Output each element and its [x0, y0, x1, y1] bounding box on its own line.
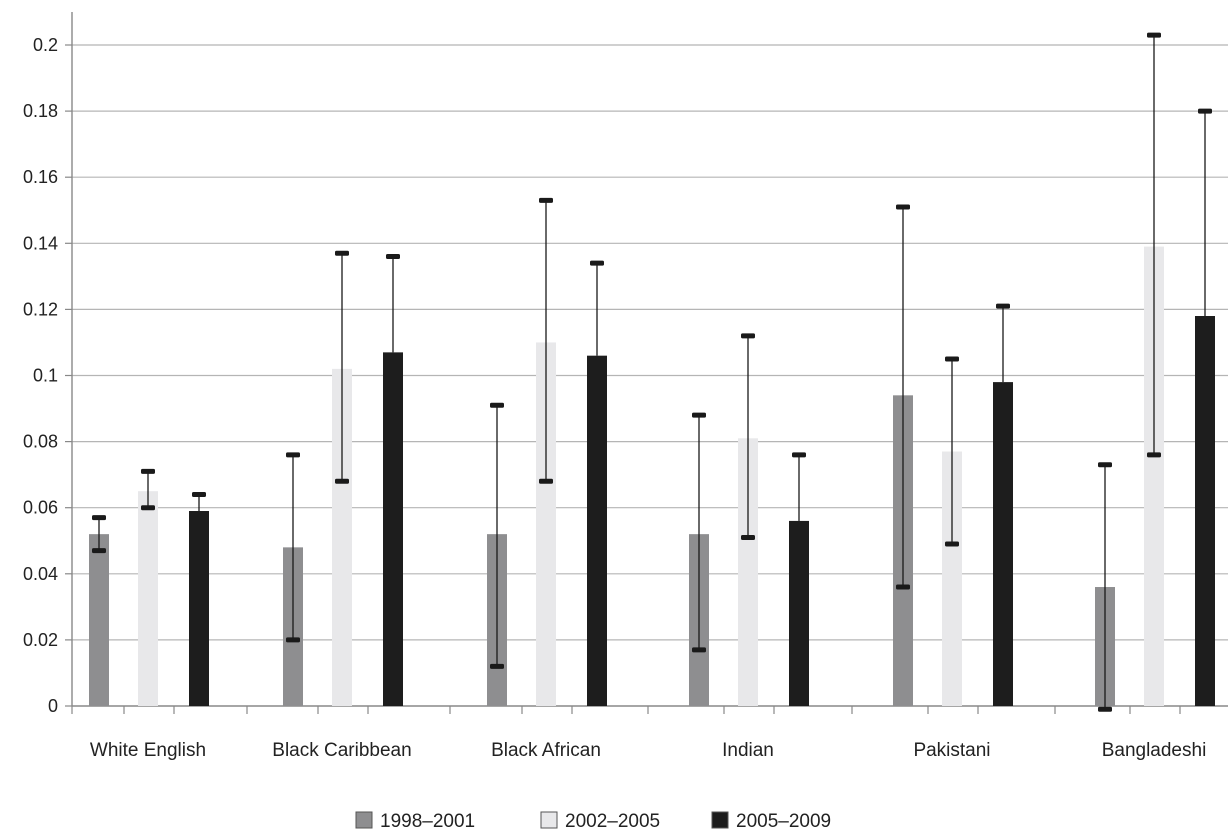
legend-swatch: [355, 811, 373, 829]
x-category-label: Pakistani: [913, 740, 990, 761]
y-tick-label: 0.1: [33, 366, 58, 386]
legend-swatch: [540, 811, 558, 829]
x-category-label: Black Caribbean: [272, 740, 411, 761]
legend-label: 1998–2001: [380, 811, 475, 832]
axes: [65, 12, 1228, 714]
y-tick-label: 0.2: [33, 35, 58, 55]
bar: [138, 491, 158, 706]
error-bar-cap-high: [792, 452, 806, 458]
error-bar-cap-low: [945, 541, 959, 547]
error-bar-cap-high: [286, 452, 300, 458]
error-bar-cap-high: [741, 333, 755, 339]
error-bar-cap-low: [692, 647, 706, 653]
y-tick-label: 0.02: [23, 630, 58, 650]
bar: [332, 368, 352, 706]
bars: [89, 246, 1215, 707]
error-bar-cap-high: [1098, 462, 1112, 468]
error-bar-cap-high: [141, 468, 155, 474]
x-category-label: Black African: [491, 740, 601, 761]
error-bar-cap-low: [490, 663, 504, 669]
error-bar-cap-high: [945, 356, 959, 362]
legend: 1998–2001 2002–2005 2005–2009: [355, 811, 831, 832]
error-bar-cap-high: [996, 303, 1010, 309]
error-bar-cap-low: [335, 478, 349, 484]
error-bar-cap-low: [741, 534, 755, 540]
bar: [738, 438, 758, 706]
legend-label: 2002–2005: [565, 811, 660, 832]
bar: [993, 382, 1013, 706]
error-bar-cap-high: [490, 402, 504, 408]
bar: [587, 355, 607, 706]
bar: [1144, 246, 1164, 707]
error-bar-cap-low: [539, 478, 553, 484]
y-tick-label: 0.14: [23, 233, 58, 253]
legend-label: 2005–2009: [736, 811, 831, 832]
y-tick-label: 0.08: [23, 432, 58, 452]
error-bar-cap-high: [692, 412, 706, 418]
error-bar-cap-low: [1098, 706, 1112, 712]
bar: [789, 520, 809, 706]
x-category-label: Bangladeshi: [1102, 740, 1207, 761]
error-bar-cap-low: [896, 584, 910, 590]
error-bar-cap-high: [386, 254, 400, 260]
y-tick-label: 0.16: [23, 167, 58, 187]
y-tick-label: 0.18: [23, 101, 58, 121]
bar: [942, 451, 962, 706]
axis-labels: 0 0.02 0.04 0.06 0.08 0.1 0.12 0.14 0.16 0.18 0.2 W…: [23, 35, 1206, 761]
error-bar-cap-high: [1198, 108, 1212, 114]
x-category-label: Indian: [722, 740, 774, 761]
bar: [536, 342, 556, 706]
error-bar-cap-high: [335, 250, 349, 256]
error-bar-cap-high: [1147, 32, 1161, 38]
y-tick-label: 0.06: [23, 498, 58, 518]
bar: [189, 511, 209, 706]
bar: [89, 534, 109, 706]
error-bar-cap-high: [590, 260, 604, 266]
error-bar-cap-low: [286, 637, 300, 643]
legend-swatch: [711, 811, 729, 829]
y-tick-label: 0: [48, 696, 58, 716]
gridlines: [72, 44, 1228, 641]
bar: [383, 352, 403, 706]
error-bar-cap-high: [92, 515, 106, 521]
error-bar-cap-high: [896, 204, 910, 210]
error-bars: [92, 32, 1212, 712]
error-bar-cap-low: [92, 548, 106, 554]
error-bar-cap-high: [539, 197, 553, 203]
error-bar-cap-low: [1147, 452, 1161, 458]
bar: [1195, 316, 1215, 706]
y-tick-label: 0.12: [23, 299, 58, 319]
error-bar-cap-high: [192, 491, 206, 497]
y-tick-label: 0.04: [23, 564, 58, 584]
error-bar-cap-low: [141, 505, 155, 511]
x-category-label: White English: [90, 740, 206, 761]
